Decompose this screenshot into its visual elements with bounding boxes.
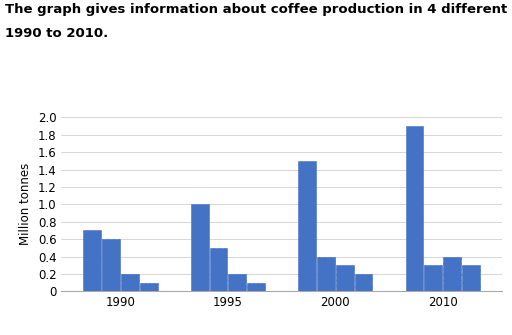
Bar [298, 161, 316, 291]
Text: 1990 to 2010.: 1990 to 2010. [5, 27, 109, 40]
Bar [102, 239, 120, 291]
Bar [424, 265, 442, 291]
Bar [140, 283, 158, 291]
Bar [247, 283, 265, 291]
Text: The graph gives information about coffee production in 4 different countries fro: The graph gives information about coffee… [5, 3, 512, 16]
Bar [83, 230, 101, 291]
Bar [406, 126, 423, 291]
Bar [317, 257, 335, 291]
Bar [121, 274, 139, 291]
Bar [191, 204, 208, 291]
Bar [209, 248, 227, 291]
Bar [228, 274, 246, 291]
Bar [336, 265, 354, 291]
Y-axis label: Million tonnes: Million tonnes [19, 163, 32, 246]
Bar [443, 257, 461, 291]
Bar [462, 265, 480, 291]
Bar [355, 274, 372, 291]
